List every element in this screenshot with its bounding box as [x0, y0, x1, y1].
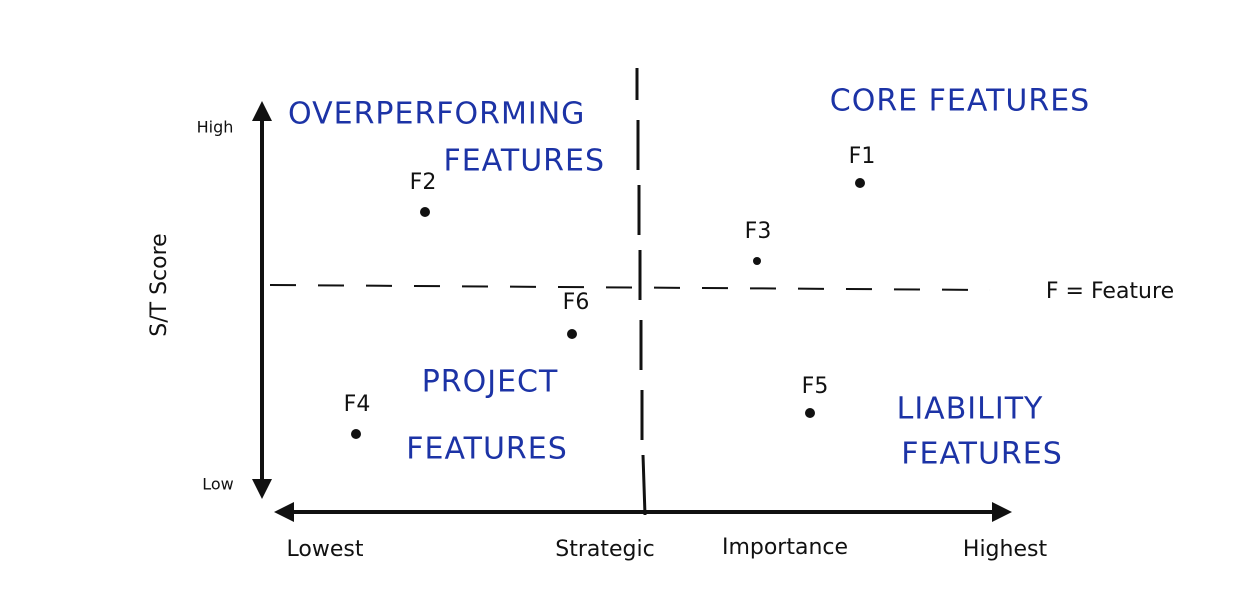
quadrant-label: FEATURES	[901, 437, 1063, 472]
feature-label: F5	[802, 374, 829, 399]
feature-point	[805, 408, 815, 418]
feature-point	[351, 429, 361, 439]
feature-label: F3	[745, 219, 772, 244]
feature-label: F4	[344, 392, 371, 417]
y-high-label: High	[197, 118, 234, 137]
legend: F = Feature	[1046, 279, 1174, 304]
quadrant-label: FEATURES	[443, 144, 605, 179]
feature-point	[753, 257, 761, 265]
feature-label: F6	[563, 290, 590, 315]
quadrant-label: PROJECT	[422, 365, 559, 400]
feature-label: F1	[849, 144, 876, 169]
x-lowest-label: Lowest	[287, 537, 364, 562]
x-highest-label: Highest	[963, 537, 1048, 562]
x-axis-title: Strategic	[555, 537, 654, 562]
y-low-label: Low	[202, 475, 234, 494]
quadrant-label: OVERPERFORMING	[288, 97, 585, 132]
x-axis-title: Importance	[722, 535, 848, 560]
y-axis-title: S/T Score	[147, 233, 172, 336]
horizontal-divider	[269, 284, 991, 291]
quadrant-label: LIABILITY	[897, 392, 1044, 427]
quadrant-label: CORE FEATURES	[830, 84, 1090, 119]
feature-point	[855, 178, 865, 188]
quadrant-label: FEATURES	[406, 432, 568, 467]
feature-label: F2	[410, 170, 437, 195]
vertical-divider	[635, 68, 647, 516]
feature-point	[567, 329, 577, 339]
feature-point	[420, 207, 430, 217]
